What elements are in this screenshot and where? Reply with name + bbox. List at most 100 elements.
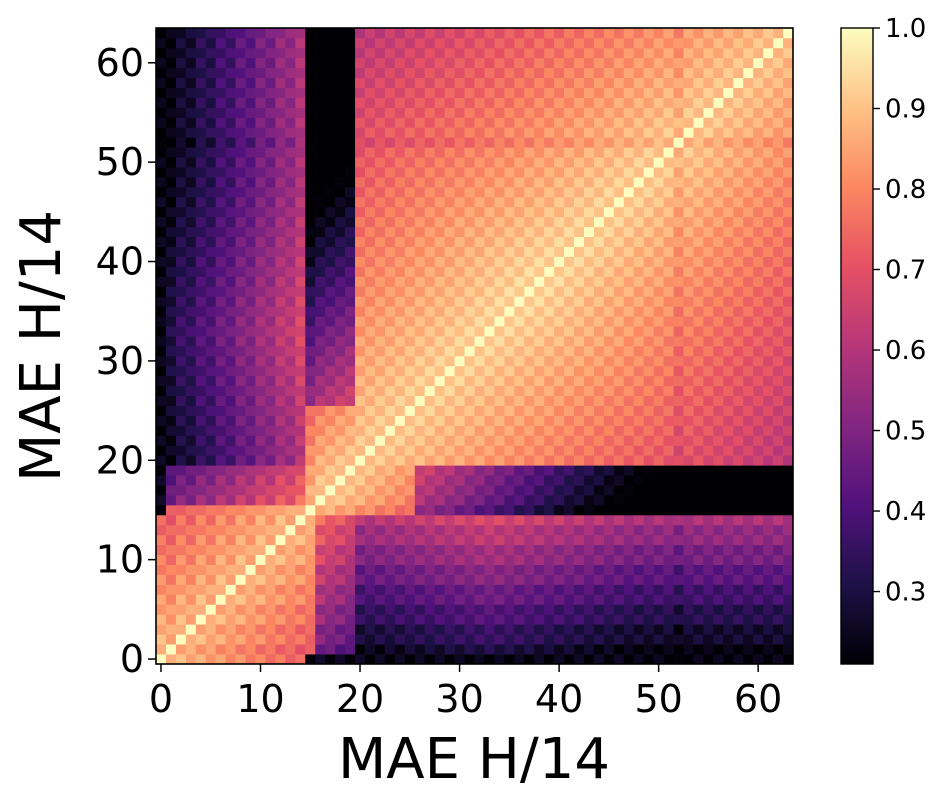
heatmap-cell <box>484 355 495 367</box>
heatmap-cell <box>633 177 645 188</box>
heatmap-cell <box>564 604 575 615</box>
heatmap-cell <box>394 485 406 496</box>
heatmap-cell <box>763 405 774 416</box>
heatmap-cell <box>504 654 515 665</box>
heatmap-cell <box>255 316 266 327</box>
heatmap-cell <box>653 415 664 426</box>
heatmap-cell <box>653 594 664 605</box>
heatmap-cell <box>733 435 744 446</box>
heatmap-cell <box>494 644 505 655</box>
heatmap-cell <box>713 127 724 138</box>
heatmap-cell <box>235 415 246 426</box>
heatmap-cell <box>275 524 286 536</box>
heatmap-cell <box>713 375 724 387</box>
heatmap-cell <box>305 554 316 565</box>
heatmap-cell <box>235 524 246 536</box>
heatmap-cell <box>743 355 754 367</box>
heatmap-cell <box>175 276 187 287</box>
heatmap-cell <box>753 107 764 118</box>
heatmap-cell <box>444 435 455 446</box>
heatmap-cell <box>693 326 704 337</box>
heatmap-cell <box>285 37 296 49</box>
heatmap-cell <box>773 286 784 297</box>
heatmap-cell <box>394 495 406 506</box>
heatmap-cell <box>205 28 217 39</box>
heatmap-cell <box>544 276 555 287</box>
heatmap-cell <box>713 435 724 446</box>
heatmap-cell <box>404 654 416 665</box>
heatmap-cell <box>225 67 236 79</box>
heatmap-cell <box>265 495 276 506</box>
heatmap-cell <box>753 574 764 585</box>
heatmap-cell <box>434 524 445 536</box>
heatmap-cell <box>753 167 764 178</box>
heatmap-cell <box>434 495 445 506</box>
heatmap-cell <box>683 594 694 605</box>
heatmap-cell <box>613 177 625 188</box>
heatmap-cell <box>633 544 645 556</box>
heatmap-cell <box>305 425 316 436</box>
heatmap-cell <box>524 147 535 158</box>
heatmap-cell <box>474 654 485 665</box>
heatmap-cell <box>733 385 744 397</box>
heatmap-cell <box>534 544 545 556</box>
heatmap-cell <box>424 57 436 69</box>
heatmap-cell <box>603 28 615 39</box>
heatmap-cell <box>783 455 794 466</box>
heatmap-cell <box>315 346 326 357</box>
heatmap-cell <box>733 514 744 526</box>
heatmap-cell <box>564 336 575 347</box>
heatmap-cell <box>484 296 495 307</box>
heatmap-cell <box>275 574 286 585</box>
heatmap-cell <box>544 455 555 466</box>
heatmap-cell <box>365 385 376 397</box>
heatmap-cell <box>554 634 565 645</box>
heatmap-cell <box>733 654 744 665</box>
heatmap-cell <box>693 415 704 426</box>
heatmap-cell <box>583 157 595 168</box>
heatmap-cell <box>643 147 654 158</box>
heatmap-cell <box>683 336 694 347</box>
heatmap-cell <box>564 445 575 456</box>
heatmap-cell <box>384 37 396 49</box>
heatmap-cell <box>544 127 555 138</box>
heatmap-cell <box>384 584 396 595</box>
heatmap-cell <box>613 216 625 228</box>
heatmap-cell <box>335 455 346 466</box>
heatmap-cell <box>265 326 276 337</box>
heatmap-cell <box>504 177 515 188</box>
heatmap-cell <box>325 445 336 456</box>
heatmap-cell <box>494 336 505 347</box>
heatmap-cell <box>165 524 177 536</box>
heatmap-cell <box>215 77 227 88</box>
heatmap-cell <box>683 167 694 178</box>
heatmap-cell <box>156 216 167 228</box>
heatmap-cell <box>494 177 505 188</box>
heatmap-cell <box>225 97 236 108</box>
heatmap-cell <box>275 365 286 377</box>
heatmap-cell <box>215 644 227 655</box>
heatmap-cell <box>713 614 724 625</box>
heatmap-cell <box>703 415 714 426</box>
heatmap-cell <box>703 256 714 267</box>
heatmap-cell <box>384 306 396 317</box>
heatmap-cell <box>394 256 406 267</box>
heatmap-cell <box>285 276 296 287</box>
heatmap-cell <box>245 385 256 397</box>
heatmap-cell <box>394 534 406 546</box>
heatmap-cell <box>245 465 256 476</box>
heatmap-cell <box>414 614 426 625</box>
heatmap-cell <box>414 554 426 565</box>
heatmap-cell <box>414 654 426 665</box>
heatmap-cell <box>295 77 306 88</box>
heatmap-cell <box>295 465 306 476</box>
heatmap-cell <box>265 405 276 416</box>
heatmap-cell <box>534 296 545 307</box>
heatmap-cell <box>275 465 286 476</box>
heatmap-cell <box>175 157 187 168</box>
heatmap-cell <box>763 584 774 595</box>
heatmap-cell <box>743 435 754 446</box>
heatmap-cell <box>235 514 246 526</box>
heatmap-cell <box>574 37 585 49</box>
heatmap-cell <box>593 365 605 377</box>
